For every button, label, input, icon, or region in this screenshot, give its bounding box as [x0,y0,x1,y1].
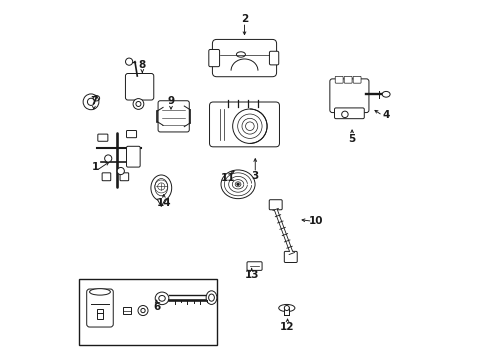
FancyBboxPatch shape [158,101,189,132]
Bar [97,309,102,319]
Text: 7: 7 [90,96,98,106]
Ellipse shape [221,170,255,199]
Text: 4: 4 [382,111,389,121]
FancyBboxPatch shape [120,173,128,181]
FancyBboxPatch shape [329,79,368,113]
Circle shape [125,58,132,65]
FancyBboxPatch shape [125,73,153,100]
Text: 12: 12 [280,322,294,332]
Text: 8: 8 [139,60,145,70]
FancyBboxPatch shape [212,40,276,77]
FancyBboxPatch shape [126,146,140,167]
Text: 11: 11 [221,173,235,183]
Ellipse shape [208,294,214,301]
Circle shape [138,306,148,316]
Text: 10: 10 [308,216,323,226]
Ellipse shape [151,175,171,201]
Circle shape [104,155,112,162]
Circle shape [133,99,143,109]
FancyBboxPatch shape [284,251,297,262]
Ellipse shape [89,289,110,295]
Ellipse shape [155,292,168,305]
FancyBboxPatch shape [86,289,113,327]
Circle shape [341,111,347,118]
FancyBboxPatch shape [334,108,364,119]
Ellipse shape [206,291,217,305]
Circle shape [236,183,239,186]
FancyBboxPatch shape [209,102,279,147]
FancyBboxPatch shape [335,76,343,83]
FancyBboxPatch shape [269,200,282,210]
Ellipse shape [382,91,389,97]
Text: 5: 5 [348,134,355,144]
Circle shape [87,98,94,105]
Circle shape [117,167,124,175]
Bar [123,307,131,315]
FancyBboxPatch shape [126,131,136,138]
Text: 2: 2 [241,14,247,24]
Circle shape [136,102,141,107]
FancyBboxPatch shape [344,76,351,83]
Bar [284,307,289,315]
Circle shape [141,309,145,313]
Circle shape [83,94,99,110]
Text: 9: 9 [167,96,174,106]
Circle shape [284,306,289,311]
Circle shape [232,109,266,143]
Text: 14: 14 [156,198,171,208]
Text: 3: 3 [251,171,258,181]
FancyBboxPatch shape [269,51,278,65]
Text: 13: 13 [244,270,258,280]
Ellipse shape [236,52,245,57]
FancyBboxPatch shape [352,76,360,83]
Ellipse shape [155,179,167,196]
FancyBboxPatch shape [102,173,110,181]
Polygon shape [157,199,165,207]
Text: 1: 1 [92,162,99,172]
Ellipse shape [159,296,165,301]
FancyBboxPatch shape [98,134,108,141]
FancyBboxPatch shape [208,49,219,67]
Ellipse shape [278,305,294,312]
Text: 6: 6 [153,302,160,312]
FancyBboxPatch shape [246,262,262,270]
Bar [79,279,217,345]
